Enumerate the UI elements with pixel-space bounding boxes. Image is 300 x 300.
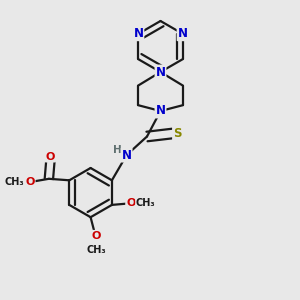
- Text: N: N: [122, 148, 132, 162]
- Text: CH₃: CH₃: [87, 245, 106, 255]
- Text: CH₃: CH₃: [136, 198, 155, 208]
- Text: O: O: [92, 231, 101, 241]
- Text: S: S: [173, 127, 182, 140]
- Text: O: O: [46, 152, 55, 162]
- Text: O: O: [126, 198, 136, 208]
- Text: N: N: [178, 27, 188, 40]
- Text: N: N: [134, 27, 143, 40]
- Text: H: H: [113, 145, 122, 155]
- Text: CH₃: CH₃: [4, 177, 24, 187]
- Text: O: O: [25, 177, 35, 187]
- Text: N: N: [155, 65, 166, 79]
- Text: N: N: [155, 104, 166, 118]
